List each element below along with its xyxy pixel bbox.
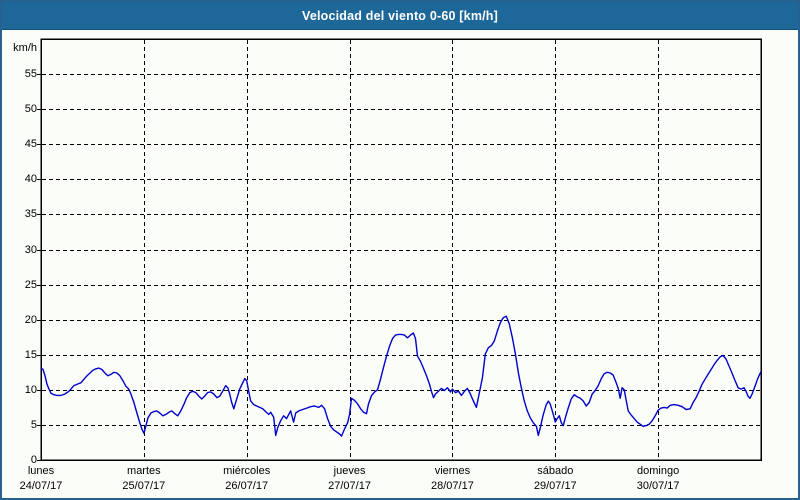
x-axis-day-label: viernes bbox=[434, 465, 471, 477]
chart-title: Velocidad del viento 0-60 [km/h] bbox=[301, 8, 499, 23]
y-axis-tick-label: 40 bbox=[24, 173, 37, 186]
y-axis-tick-label: 50 bbox=[24, 103, 37, 116]
y-axis-tick-label: 45 bbox=[24, 138, 37, 151]
x-axis-date-label: 25/07/17 bbox=[122, 480, 166, 492]
wind-speed-plot bbox=[37, 38, 762, 461]
x-axis-date-label: 29/07/17 bbox=[533, 480, 577, 492]
y-axis-unit-label: km/h bbox=[13, 42, 37, 54]
y-axis-tick-label: 15 bbox=[24, 348, 37, 361]
x-axis-date-label: 24/07/17 bbox=[19, 480, 63, 492]
y-axis-tick-label: 25 bbox=[24, 278, 37, 291]
x-axis-day-label: domingo bbox=[637, 465, 680, 477]
y-axis-tick-label: 10 bbox=[24, 383, 37, 396]
y-axis-tick-label: 5 bbox=[30, 418, 37, 431]
x-axis-day-label: miércoles bbox=[223, 465, 271, 477]
y-axis-tick-label: 20 bbox=[24, 313, 37, 326]
x-axis-date-label: 26/07/17 bbox=[225, 480, 269, 492]
chart-title-bar: Velocidad del viento 0-60 [km/h] bbox=[2, 2, 798, 30]
x-axis-date-label: 28/07/17 bbox=[431, 480, 474, 492]
x-axis-day-label: lunes bbox=[27, 465, 55, 477]
x-axis-date-label: 27/07/17 bbox=[328, 480, 371, 492]
x-axis-day-label: jueves bbox=[333, 465, 366, 477]
y-axis-tick-label: 35 bbox=[24, 208, 37, 221]
y-axis-tick-label: 0 bbox=[30, 454, 37, 466]
x-axis-day-label: sábado bbox=[537, 465, 574, 477]
y-axis-tick-label: 30 bbox=[24, 243, 37, 256]
x-axis-day-label: martes bbox=[127, 465, 161, 477]
wind-speed-line bbox=[40, 315, 762, 437]
y-axis-tick-label: 55 bbox=[24, 68, 37, 81]
x-axis-date-label: 30/07/17 bbox=[636, 480, 680, 492]
